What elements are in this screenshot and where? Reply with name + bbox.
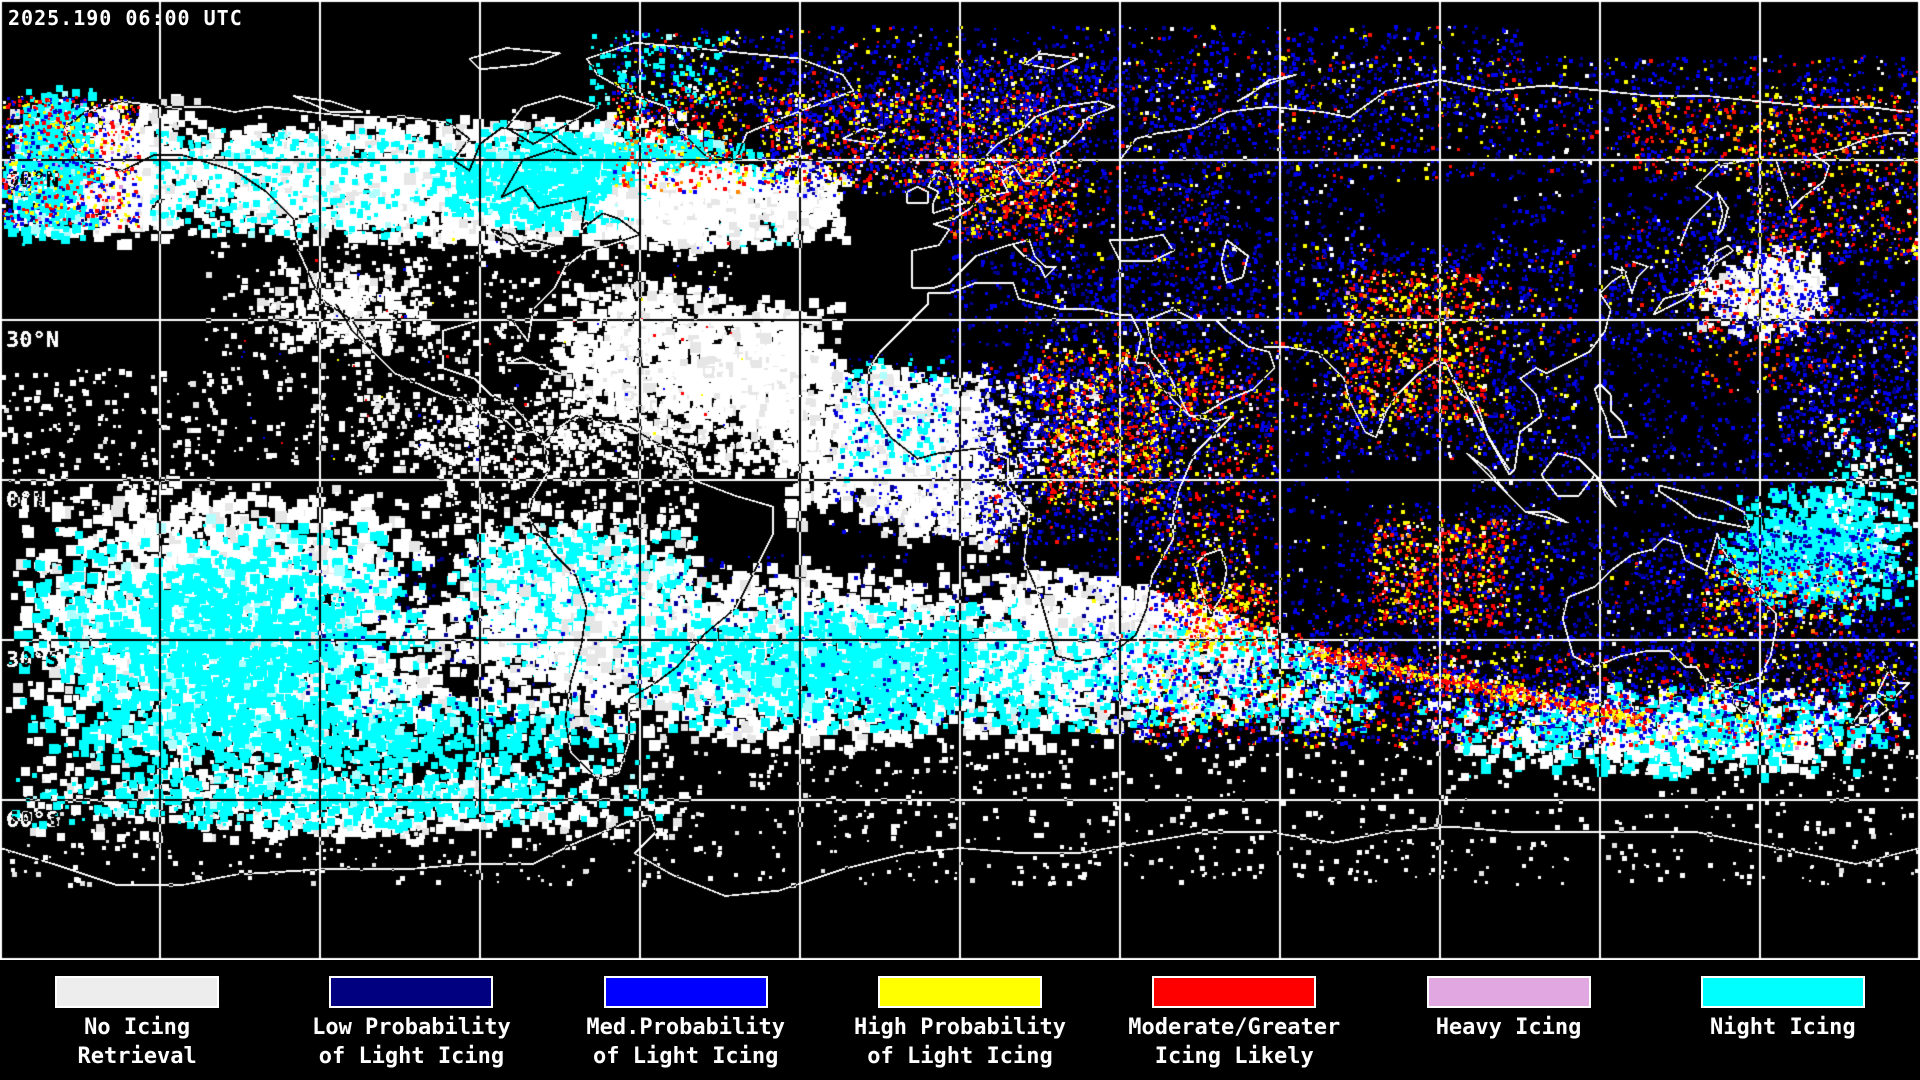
legend-label: High Probability: [854, 1015, 1066, 1040]
legend-swatch-high-prob-light-icing: [877, 976, 1042, 1008]
legend-label: of Light Icing: [592, 1044, 779, 1069]
legend-item-no-icing-retrieval: No Icing Retrieval: [0, 960, 274, 1080]
legend-item-night-icing: Night Icing: [1646, 960, 1920, 1080]
legend-label: Moderate/Greater: [1128, 1015, 1341, 1040]
legend-item-high-prob-light-icing: High Probability of Light Icing: [823, 960, 1097, 1080]
legend-bar: No Icing Retrieval Low Probability of Li…: [0, 960, 1920, 1080]
legend-label: Low Probability: [312, 1015, 511, 1040]
legend-swatch-med-prob-light-icing: [603, 976, 768, 1008]
legend-label: Heavy Icing: [1435, 1015, 1582, 1040]
legend-label: Retrieval: [77, 1044, 197, 1069]
legend-swatch-no-icing-retrieval: [55, 976, 220, 1008]
legend-label: Icing Likely: [1154, 1044, 1314, 1069]
legend-item-med-prob-light-icing: Med.Probability of Light Icing: [549, 960, 823, 1080]
legend-label: Night Icing: [1709, 1015, 1856, 1040]
legend-swatch-heavy-icing: [1426, 976, 1591, 1008]
satellite-icing-map-canvas: [0, 0, 1920, 960]
legend-label: No Icing: [84, 1015, 191, 1040]
legend-label: of Light Icing: [318, 1044, 505, 1069]
legend-label: Med.Probability: [586, 1015, 786, 1040]
legend-item-moderate-greater-icing: Moderate/Greater Icing Likely: [1097, 960, 1371, 1080]
legend-item-low-prob-light-icing: Low Probability of Light Icing: [274, 960, 548, 1080]
legend-swatch-moderate-greater-icing: [1152, 976, 1317, 1008]
legend-swatch-night-icing: [1700, 976, 1865, 1008]
timestamp: 2025.190 06:00 UTC: [8, 6, 243, 30]
legend-label: of Light Icing: [867, 1044, 1053, 1069]
legend-item-heavy-icing: Heavy Icing: [1371, 960, 1645, 1080]
legend-swatch-low-prob-light-icing: [329, 976, 494, 1008]
